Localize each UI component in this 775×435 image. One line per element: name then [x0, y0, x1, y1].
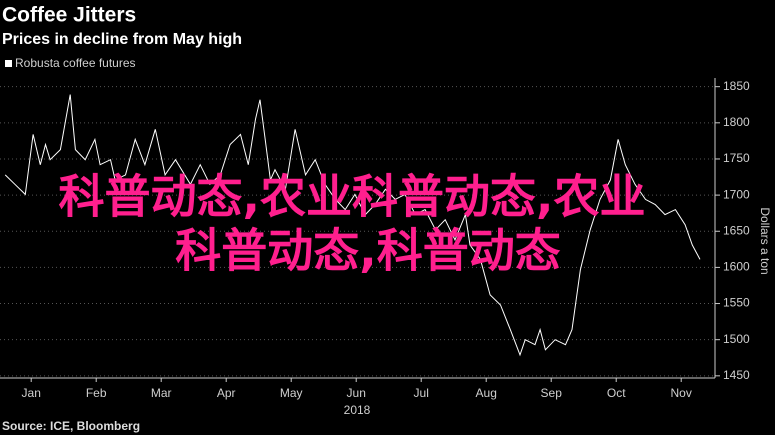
x-tick-label: Sep	[541, 386, 563, 400]
legend-label: Robusta coffee futures	[15, 56, 136, 70]
source: Source: ICE, Bloomberg	[2, 419, 140, 433]
y-tick-label: 1650	[723, 223, 750, 237]
legend-swatch	[5, 60, 12, 67]
x-axis-label: 2018	[344, 403, 371, 417]
x-tick-label: Feb	[86, 386, 107, 400]
x-tick-label: May	[280, 386, 303, 400]
x-tick-label: Jan	[22, 386, 41, 400]
x-tick-label: Apr	[217, 386, 236, 400]
y-tick-label: 1450	[723, 368, 750, 382]
y-tick-label: 1550	[723, 296, 750, 310]
y-tick-label: 1750	[723, 151, 750, 165]
x-tick-label: Mar	[151, 386, 172, 400]
x-tick-label: Jul	[414, 386, 429, 400]
x-tick-label: Nov	[671, 386, 692, 400]
y-axis-label: Dollars a ton	[758, 207, 772, 274]
chart-subtitle: Prices in decline from May high	[2, 31, 242, 48]
y-tick-label: 1700	[723, 187, 750, 201]
y-tick-label: 1800	[723, 115, 750, 129]
chart-title: Coffee Jitters	[2, 4, 136, 27]
x-tick-label: Jun	[347, 386, 366, 400]
annotation: 科普动态,科普动态	[175, 224, 560, 278]
y-tick-label: 1850	[723, 79, 750, 93]
line	[4, 94, 701, 357]
x-tick-label: Aug	[476, 386, 497, 400]
y-tick-label: 1600	[723, 260, 750, 274]
annotation: 科普动态,农业科普动态,农业	[59, 170, 646, 224]
x-tick-label: Oct	[607, 386, 626, 400]
y-tick-label: 1500	[723, 332, 750, 346]
